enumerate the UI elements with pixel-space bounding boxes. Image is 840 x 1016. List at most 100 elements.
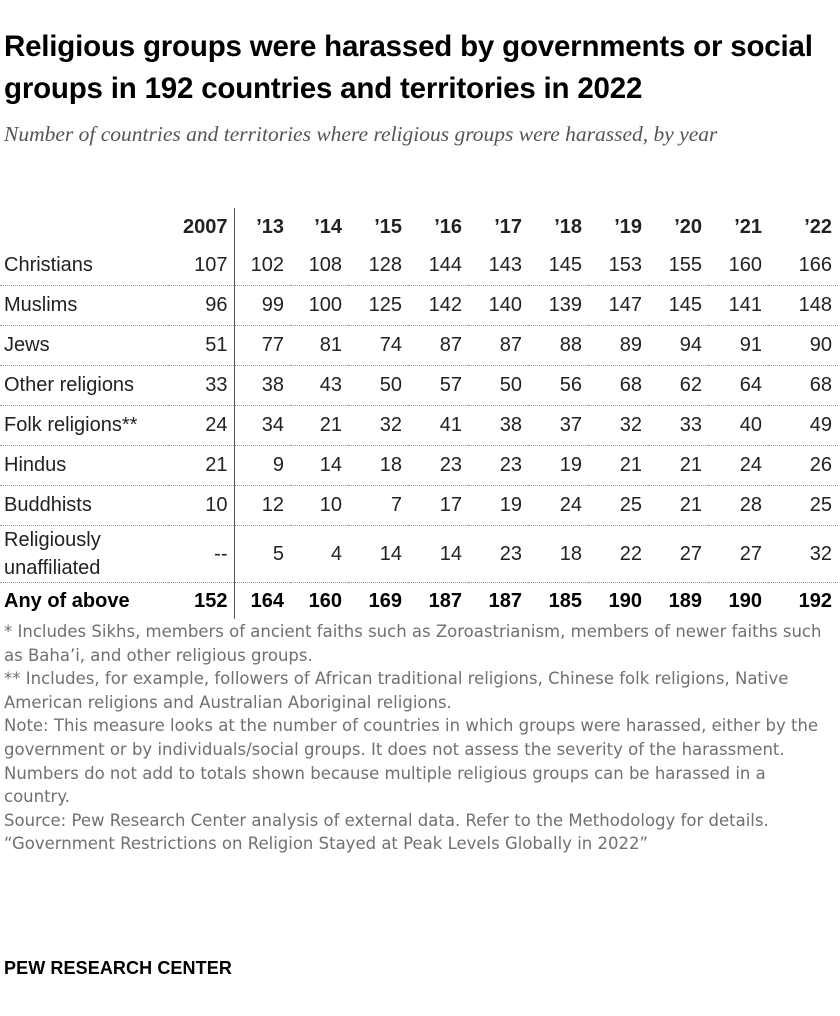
row-label: Buddhists [0, 485, 168, 526]
footnotes: * Includes Sikhs, members of ancient fai… [4, 620, 836, 856]
table-cell: 43 [290, 365, 348, 406]
table-row: Hindus 21 9 14 18 23 23 19 21 21 24 26 [0, 445, 838, 486]
table-cell: 187 [428, 589, 462, 612]
table-cell: 74 [348, 325, 408, 366]
row-label: Religiously unaffiliated [0, 525, 168, 583]
table-cell: 19 [528, 445, 588, 486]
table-cell: 14 [408, 525, 468, 583]
table-cell: 17 [408, 485, 468, 526]
table-row: Folk religions** 24 34 21 32 41 38 37 32 33 40 49 [0, 405, 838, 446]
table-cell: 23 [468, 525, 528, 583]
column-header: 2007 [168, 208, 235, 246]
column-header: ’18 [554, 215, 582, 238]
table-cell: 143 [468, 246, 528, 286]
table-cell: 164 [250, 589, 284, 612]
table-cell: 100 [290, 285, 348, 326]
table-cell: 33 [648, 405, 708, 446]
table-cell: 7 [348, 485, 408, 526]
table-cell: 128 [348, 246, 408, 286]
table-cell: 24 [168, 405, 235, 446]
table-cell: 140 [468, 285, 528, 326]
table-cell: 190 [608, 589, 642, 612]
table-cell: 91 [708, 325, 768, 366]
table-cell: 64 [708, 365, 768, 406]
note-text: Note: This measure looks at the number o… [4, 716, 819, 807]
table-cell: 41 [408, 405, 468, 446]
table-cell: 19 [468, 485, 528, 526]
table-cell: 49 [768, 405, 838, 446]
table-cell: 189 [668, 589, 702, 612]
table-cell: 32 [768, 525, 838, 583]
table-cell: 107 [168, 246, 235, 286]
table-cell: 57 [408, 365, 468, 406]
table-cell: 87 [408, 325, 468, 366]
table-cell: 24 [528, 485, 588, 526]
table-cell: 24 [708, 445, 768, 486]
table-cell: 155 [648, 246, 708, 286]
table-cell: 192 [798, 589, 832, 612]
report-title: “Government Restrictions on Religion Sta… [4, 834, 649, 854]
table-cell: 38 [234, 365, 290, 406]
table-cell: 27 [708, 525, 768, 583]
table-cell: 96 [168, 285, 235, 326]
source-text: Source: Pew Research Center analysis of … [4, 810, 769, 830]
table-cell: 37 [528, 405, 588, 446]
row-label: Jews [0, 325, 168, 366]
column-header: ’21 [734, 215, 762, 238]
row-label: Muslims [0, 285, 168, 326]
table-cell: -- [168, 525, 235, 583]
table-cell: 87 [468, 325, 528, 366]
table-cell: 144 [408, 246, 468, 286]
table-cell: 51 [168, 325, 235, 366]
table-cell: 145 [648, 285, 708, 326]
table-cell: 34 [234, 405, 290, 446]
table-cell: 21 [648, 445, 708, 486]
chart-title: Religious groups were harassed by govern… [4, 30, 813, 105]
table-cell: 68 [588, 365, 648, 406]
table-cell: 50 [348, 365, 408, 406]
footnote-other-religions: * Includes Sikhs, members of ancient fai… [4, 622, 822, 665]
table-cell: 90 [768, 325, 838, 366]
table-cell: 21 [648, 485, 708, 526]
row-label: Folk religions** [0, 405, 168, 446]
column-header: ’17 [494, 215, 522, 238]
table-cell: 148 [768, 285, 838, 326]
table-cell: 18 [348, 445, 408, 486]
table-cell: 21 [588, 445, 648, 486]
table-cell: 25 [588, 485, 648, 526]
table-row: Religiously unaffiliated -- 5 4 14 14 23 18 22 27… [0, 525, 838, 583]
table-cell: 4 [290, 525, 348, 583]
table-cell: 9 [234, 445, 290, 486]
table-cell: 21 [168, 445, 235, 486]
table-row: Muslims 96 99 100 125 142 140 139 147 145 141 148 [0, 285, 838, 326]
table-cell: 190 [728, 589, 762, 612]
column-header: ’13 [256, 215, 284, 238]
table-cell: 145 [528, 246, 588, 286]
table-cell: 32 [588, 405, 648, 446]
table-cell: 68 [768, 365, 838, 406]
table-cell: 28 [708, 485, 768, 526]
row-label: Hindus [0, 445, 168, 486]
table-cell: 14 [290, 445, 348, 486]
total-row: Any of above 152 164 160 169 187 187 185 190 189 1… [0, 582, 838, 619]
table-cell: 10 [290, 485, 348, 526]
column-header: ’16 [434, 215, 462, 238]
table-cell: 141 [708, 285, 768, 326]
table-cell: 56 [528, 365, 588, 406]
table-cell: 23 [468, 445, 528, 486]
table-row: Jews 51 77 81 74 87 87 88 89 94 91 90 [0, 325, 838, 366]
table-cell: 23 [408, 445, 468, 486]
table-cell: 169 [368, 589, 402, 612]
table-cell: 99 [234, 285, 290, 326]
table-cell: 153 [588, 246, 648, 286]
table-cell: 27 [648, 525, 708, 583]
table-cell: 12 [234, 485, 290, 526]
table-cell: 147 [588, 285, 648, 326]
table-cell: 94 [648, 325, 708, 366]
table-cell: 22 [588, 525, 648, 583]
table-cell: 33 [168, 365, 235, 406]
table-cell: 18 [528, 525, 588, 583]
table-cell: 142 [408, 285, 468, 326]
table-cell: 125 [348, 285, 408, 326]
table-cell: 89 [588, 325, 648, 366]
